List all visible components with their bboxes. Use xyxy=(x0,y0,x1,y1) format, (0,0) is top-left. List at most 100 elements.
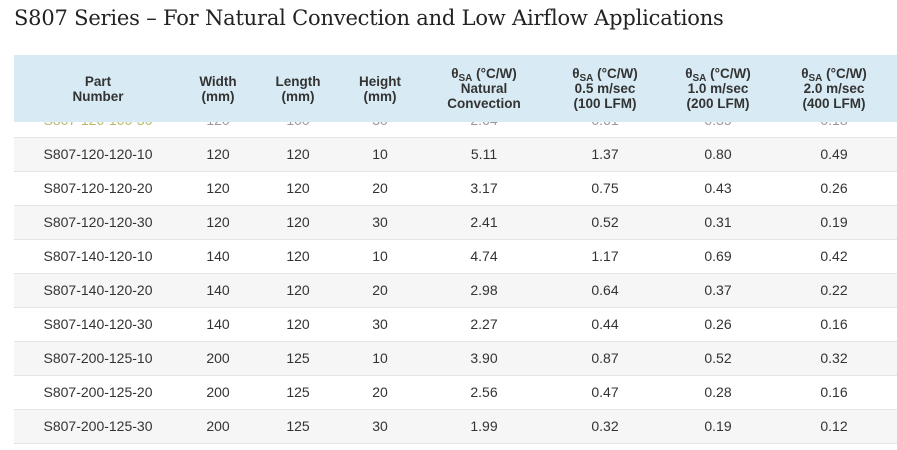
table-header: Part Number Width (mm) Length (mm) Height (mm) θ… xyxy=(14,55,897,122)
cell-theta-2-0: 0.42 xyxy=(820,248,848,264)
table-row: S807-120-120-30 120 120 30 2.41 0.52 0.31 0.19 xyxy=(14,206,897,240)
cell-theta-natural: 2.64 xyxy=(470,122,497,137)
cell-length: 120 xyxy=(286,248,310,264)
header-line: (200 LFM) xyxy=(686,96,750,111)
cell-width: 140 xyxy=(206,282,230,298)
table-row: S807-200-125-30 200 125 30 1.99 0.32 0.19 0.12 xyxy=(14,410,897,444)
cell-length: 125 xyxy=(286,418,310,434)
cell-part-number: S807-200-125-10 xyxy=(43,350,153,366)
cell-theta-natural: 2.98 xyxy=(470,282,498,298)
header-line: 2.0 m/sec xyxy=(803,81,865,96)
cell-theta-2-0: 0.16 xyxy=(820,384,848,400)
header-line: (400 LFM) xyxy=(802,96,866,111)
cell-theta-2-0: 0.32 xyxy=(820,350,848,366)
header-line: 0.5 m/sec xyxy=(574,81,636,96)
cell-part-number: S807-200-125-20 xyxy=(43,384,153,400)
cell-length: 100 xyxy=(286,122,309,137)
column-header-height: Height (mm) xyxy=(359,55,401,122)
cell-width: 140 xyxy=(206,248,230,264)
cell-theta-natural: 2.56 xyxy=(470,384,498,400)
page-title: S807 Series – For Natural Convection and… xyxy=(14,6,724,30)
header-line: Convection xyxy=(447,96,521,111)
header-line: Length xyxy=(275,73,321,89)
table-row: S807-120-100-30 120 100 30 2.64 0.61 0.35 0.18 xyxy=(14,122,897,138)
cell-part-number: S807-120-120-20 xyxy=(43,180,153,196)
cell-width: 200 xyxy=(206,350,230,366)
cell-length: 120 xyxy=(286,282,310,298)
header-line: Part xyxy=(84,73,112,89)
column-header-part-number: Part Number xyxy=(72,55,123,122)
cell-theta-0-5: 1.17 xyxy=(591,248,619,264)
cell-height: 20 xyxy=(372,384,388,400)
cell-length: 125 xyxy=(286,350,310,366)
cell-part-number: S807-140-120-20 xyxy=(43,282,153,298)
header-line: 1.0 m/sec xyxy=(687,81,749,96)
cell-theta-1-0: 0.31 xyxy=(704,214,732,230)
cell-part-number: S807-120-120-30 xyxy=(43,214,153,230)
cell-theta-1-0: 0.35 xyxy=(704,122,731,137)
cell-part-number: S807-120-120-10 xyxy=(43,146,153,162)
cell-theta-0-5: 0.47 xyxy=(591,384,619,400)
cell-theta-2-0: 0.19 xyxy=(820,214,848,230)
cell-theta-2-0: 0.12 xyxy=(820,418,848,434)
header-line: Natural xyxy=(460,81,508,96)
cell-part-number: S807-140-120-10 xyxy=(43,248,153,264)
cell-theta-2-0: 0.49 xyxy=(820,146,848,162)
cell-height: 20 xyxy=(372,282,388,298)
table-row: S807-200-125-20 200 125 20 2.56 0.47 0.28 0.16 xyxy=(14,376,897,410)
cell-height: 30 xyxy=(372,214,388,230)
cell-theta-natural: 2.41 xyxy=(470,214,498,230)
cell-length: 120 xyxy=(286,180,310,196)
cell-theta-2-0: 0.18 xyxy=(820,122,847,137)
cell-theta-1-0: 0.43 xyxy=(704,180,732,196)
theta-label: θSA (°C/W) xyxy=(685,66,751,84)
cell-theta-natural: 5.11 xyxy=(470,146,498,162)
table-row: S807-140-120-30 140 120 30 2.27 0.44 0.26 0.16 xyxy=(14,308,897,342)
table-body[interactable]: S807-120-100-30120100302.640.610.350.18S… xyxy=(14,122,897,450)
cell-part-number: S807-140-120-30 xyxy=(43,316,153,332)
cell-width: 140 xyxy=(206,316,230,332)
cell-theta-natural: 1.99 xyxy=(470,418,498,434)
table-row: S807-120-120-10 120 120 10 5.11 1.37 0.80 0.49 xyxy=(14,138,897,172)
cell-theta-1-0: 0.52 xyxy=(704,350,732,366)
column-header-theta-0-5: θSA (°C/W) 0.5 m/sec (100 LFM) xyxy=(572,55,638,122)
cell-width: 120 xyxy=(206,146,230,162)
cell-theta-natural: 2.27 xyxy=(470,316,498,332)
cell-theta-0-5: 1.37 xyxy=(591,146,619,162)
cell-theta-0-5: 0.87 xyxy=(591,350,619,366)
cell-width: 120 xyxy=(206,180,230,196)
header-line: Height xyxy=(359,73,401,89)
cell-theta-2-0: 0.22 xyxy=(820,282,848,298)
cell-theta-1-0: 0.28 xyxy=(704,384,732,400)
column-header-length: Length (mm) xyxy=(276,55,321,122)
cell-height: 30 xyxy=(372,316,388,332)
theta-label: θSA (°C/W) xyxy=(451,66,517,84)
header-line: (mm) xyxy=(281,88,315,104)
cell-width: 200 xyxy=(206,418,230,434)
header-line: Number xyxy=(72,88,124,104)
header-line: Width xyxy=(199,73,237,89)
column-header-theta-natural: θSA (°C/W) Natural Convection xyxy=(447,55,521,122)
column-header-theta-1-0: θSA (°C/W) 1.0 m/sec (200 LFM) xyxy=(685,55,751,122)
cell-theta-1-0: 0.19 xyxy=(704,418,732,434)
cell-theta-0-5: 0.52 xyxy=(591,214,619,230)
cell-part-number: S807-200-125-30 xyxy=(43,418,153,434)
cell-height: 20 xyxy=(372,180,388,196)
cell-length: 120 xyxy=(286,214,310,230)
cell-height: 10 xyxy=(372,248,388,264)
cell-theta-0-5: 0.32 xyxy=(591,418,619,434)
cell-height: 30 xyxy=(372,122,388,137)
cell-width: 120 xyxy=(206,214,230,230)
cell-theta-1-0: 0.69 xyxy=(704,248,732,264)
theta-label: θSA (°C/W) xyxy=(801,66,867,84)
cell-part-number: S807-120-100-30 xyxy=(44,122,153,137)
table-row: S807-200-125-10 200 125 10 3.90 0.87 0.52 0.32 xyxy=(14,342,897,376)
cell-theta-1-0: 0.26 xyxy=(704,316,732,332)
cell-height: 10 xyxy=(372,146,388,162)
header-line: (mm) xyxy=(201,88,235,104)
cell-theta-natural: 4.74 xyxy=(470,248,498,264)
table-row: S807-140-120-20 140 120 20 2.98 0.64 0.37 0.22 xyxy=(14,274,897,308)
cell-theta-0-5: 0.64 xyxy=(591,282,619,298)
cell-theta-2-0: 0.16 xyxy=(820,316,848,332)
cell-length: 120 xyxy=(286,316,310,332)
